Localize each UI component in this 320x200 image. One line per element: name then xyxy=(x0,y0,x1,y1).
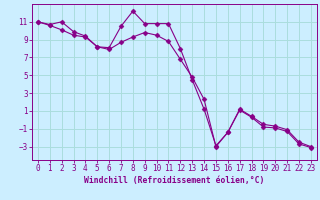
X-axis label: Windchill (Refroidissement éolien,°C): Windchill (Refroidissement éolien,°C) xyxy=(84,176,265,185)
